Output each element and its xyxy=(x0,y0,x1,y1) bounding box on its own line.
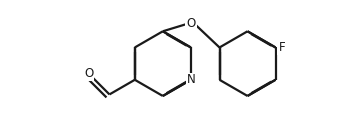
Text: O: O xyxy=(84,67,94,80)
Text: F: F xyxy=(279,41,285,54)
Text: N: N xyxy=(186,73,195,86)
Text: O: O xyxy=(187,17,196,30)
